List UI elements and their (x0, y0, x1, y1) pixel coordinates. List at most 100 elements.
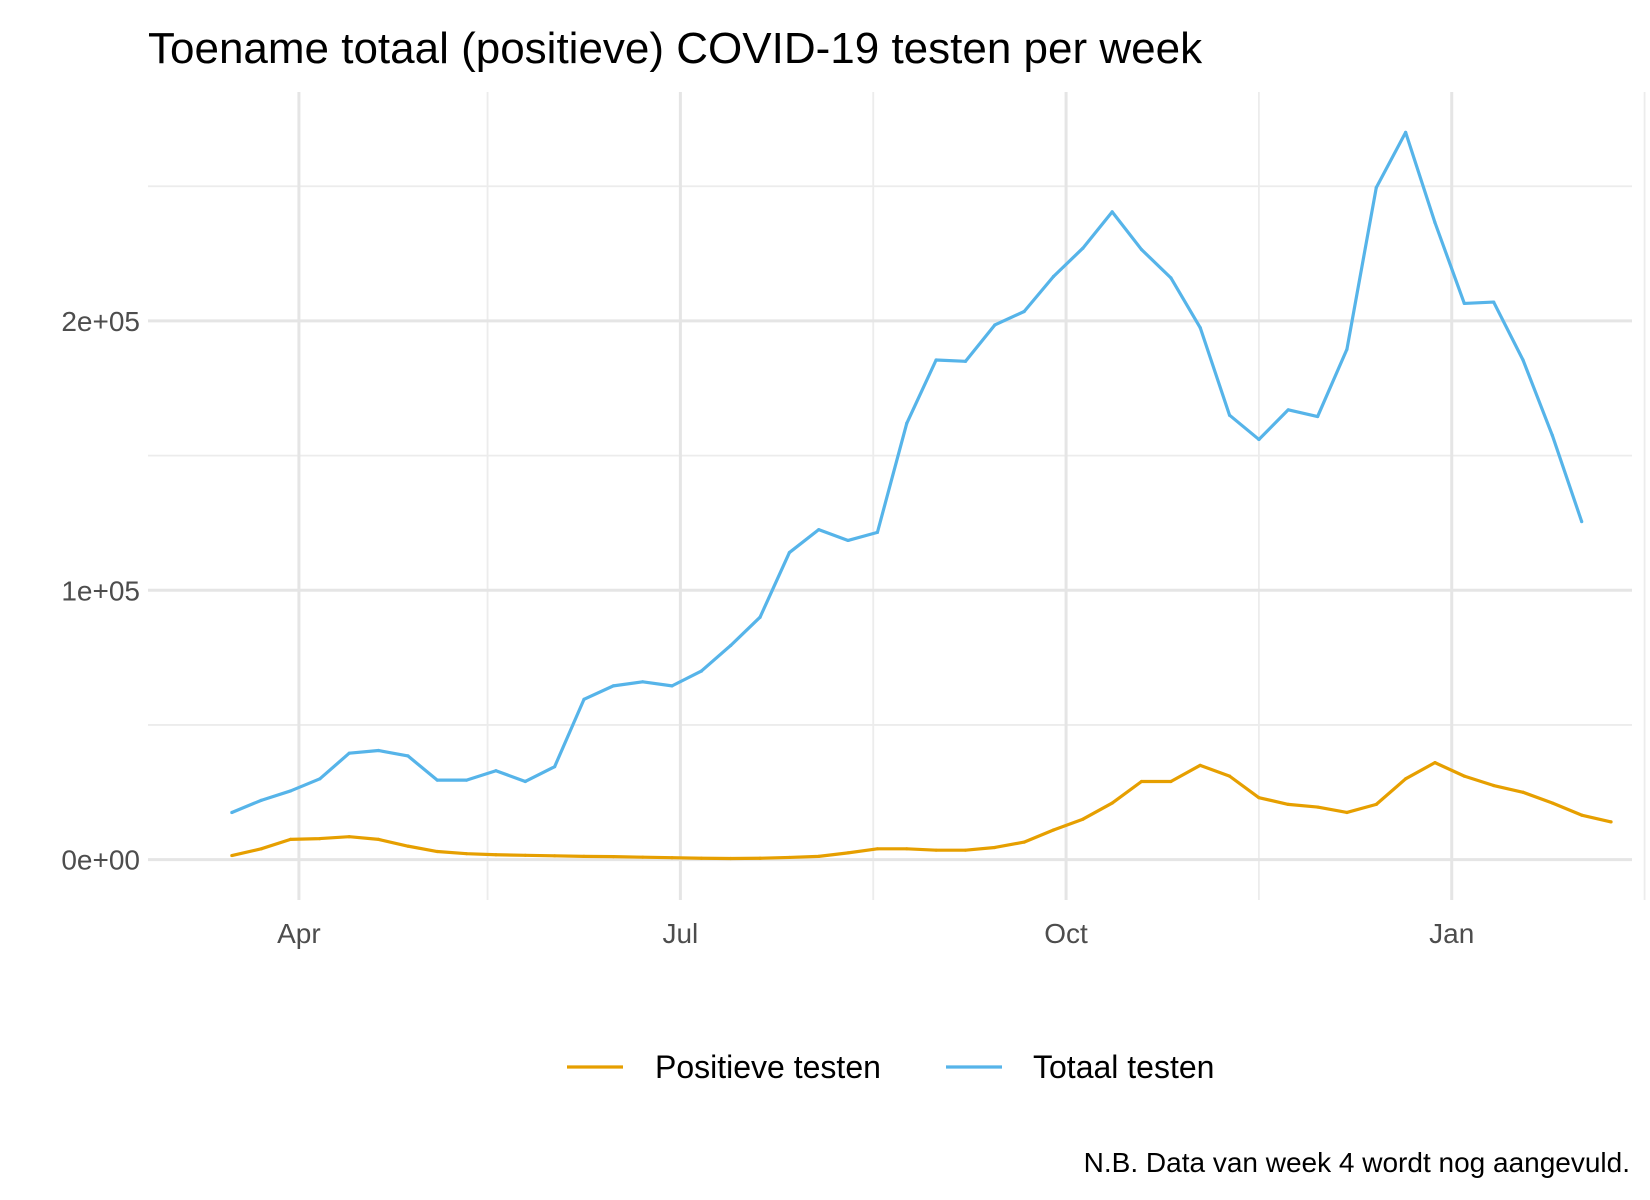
chart-caption: N.B. Data van week 4 wordt nog aangevuld… (1084, 1147, 1630, 1178)
data-point (1433, 221, 1437, 225)
data-point (905, 847, 909, 851)
data-point (1022, 309, 1026, 314)
data-point (1462, 774, 1466, 778)
data-point (1609, 820, 1613, 824)
data-point (553, 765, 557, 769)
data-point (641, 680, 645, 684)
data-point (1315, 414, 1320, 419)
data-point (347, 751, 351, 755)
data-point (875, 530, 880, 534)
data-point (523, 853, 527, 857)
data-point (1580, 519, 1584, 524)
data-point (934, 848, 938, 852)
data-point (758, 856, 762, 860)
series-points (230, 130, 1584, 815)
data-point (1345, 810, 1349, 815)
data-point (1110, 210, 1114, 214)
data-point (494, 853, 498, 857)
data-point (318, 836, 322, 841)
data-point (1345, 347, 1349, 351)
data-point (1139, 779, 1144, 784)
data-point (846, 851, 850, 855)
data-point (905, 421, 909, 425)
data-point (1227, 413, 1232, 417)
data-point (1580, 813, 1584, 817)
data-point (553, 854, 557, 858)
data-point (494, 769, 498, 773)
data-point (963, 848, 968, 852)
data-point (523, 779, 527, 784)
data-point (611, 855, 615, 859)
data-point (699, 669, 703, 673)
chart-title: Toename totaal (positieve) COVID-19 test… (148, 24, 1203, 73)
grid (148, 92, 1646, 900)
series-line-totaal-testen (231, 130, 1584, 814)
data-point (406, 754, 410, 758)
data-point (1404, 130, 1408, 134)
data-point (406, 844, 410, 848)
data-point (1081, 817, 1085, 821)
data-point (435, 778, 439, 782)
y-tick-label: 1e+05 (61, 575, 140, 606)
y-tick-label: 2e+05 (61, 306, 140, 337)
data-point (729, 856, 733, 861)
data-point (670, 856, 674, 860)
x-axis-ticks: Apr Jul Oct Jan (277, 918, 1474, 949)
data-point (1286, 802, 1290, 806)
data-point (641, 855, 645, 859)
data-point (1286, 408, 1290, 412)
data-point (465, 778, 469, 782)
data-point (1315, 805, 1320, 809)
data-point (846, 538, 850, 543)
data-point (699, 856, 703, 860)
data-point (1550, 801, 1554, 805)
legend: Positieve testen Totaal testen (567, 1049, 1214, 1085)
data-point (1257, 796, 1261, 800)
data-point (729, 643, 733, 648)
data-point (1081, 246, 1085, 250)
data-point (817, 854, 821, 858)
data-point (817, 528, 821, 532)
data-point (787, 550, 791, 555)
data-point (1462, 301, 1466, 306)
data-point (1550, 433, 1554, 437)
data-point (1110, 801, 1114, 805)
data-point (376, 837, 381, 842)
data-point (435, 849, 439, 854)
series-lines (230, 130, 1613, 861)
data-point (288, 789, 293, 793)
data-point (1257, 437, 1261, 442)
data-point (1521, 358, 1525, 362)
data-point (347, 835, 351, 839)
data-point (787, 855, 791, 860)
data-point (1198, 763, 1202, 767)
data-point (259, 798, 263, 802)
data-point (1051, 828, 1056, 832)
data-point (1198, 326, 1202, 330)
data-point (758, 615, 762, 619)
data-point (1433, 761, 1437, 765)
data-point (465, 852, 469, 856)
legend-label: Positieve testen (655, 1049, 881, 1085)
data-point (1227, 774, 1232, 778)
data-point (1022, 840, 1026, 844)
data-point (611, 684, 615, 688)
data-point (1492, 300, 1496, 304)
data-point (1169, 276, 1173, 280)
data-point (934, 358, 938, 362)
data-point (1492, 783, 1496, 788)
data-point (1521, 790, 1525, 794)
data-point (230, 810, 234, 815)
x-tick-label: Apr (277, 918, 321, 949)
data-point (1404, 777, 1408, 781)
x-tick-label: Jan (1429, 918, 1474, 949)
data-point (1139, 247, 1144, 252)
y-tick-label: 0e+00 (61, 845, 140, 876)
data-point (318, 777, 322, 781)
data-point (288, 837, 293, 842)
data-point (1374, 802, 1378, 806)
data-point (1051, 274, 1056, 279)
data-point (1374, 186, 1378, 190)
